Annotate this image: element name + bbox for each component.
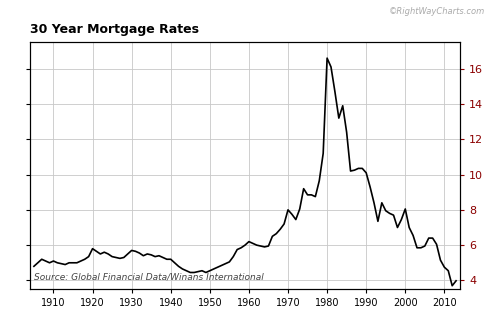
Text: Source: Global Financial Data/Winans International: Source: Global Financial Data/Winans Int… xyxy=(34,273,264,282)
Text: 30 Year Mortgage Rates: 30 Year Mortgage Rates xyxy=(30,23,199,36)
Text: ©RightWayCharts.com: ©RightWayCharts.com xyxy=(389,6,485,16)
